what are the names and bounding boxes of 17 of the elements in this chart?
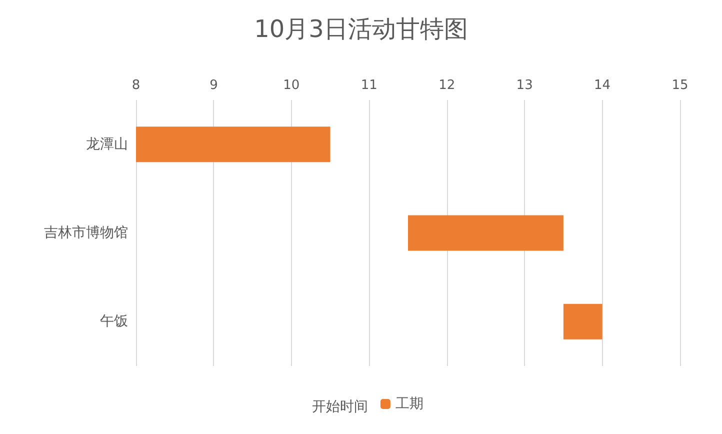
bar [408, 215, 564, 251]
x-tick-label: 8 [132, 78, 140, 93]
x-tick-label: 11 [360, 78, 378, 93]
x-tick-label: 15 [672, 78, 688, 93]
y-tick-label: 龙潭山 [86, 136, 128, 152]
x-tick-label: 12 [438, 78, 456, 93]
x-tick-label: 13 [516, 78, 533, 93]
legend-title: 开始时间 [312, 399, 368, 415]
y-tick-label: 吉林市博物馆 [44, 225, 128, 241]
x-tick-label: 9 [210, 78, 218, 93]
x-tick-label: 10 [283, 78, 300, 93]
chart-title: 10月3日活动甘特图 [254, 15, 468, 43]
bar [563, 304, 602, 340]
bar [136, 126, 330, 162]
y-tick-label: 午饭 [100, 314, 128, 330]
x-tick-label: 14 [594, 78, 611, 93]
legend-label: 工期 [395, 396, 424, 412]
